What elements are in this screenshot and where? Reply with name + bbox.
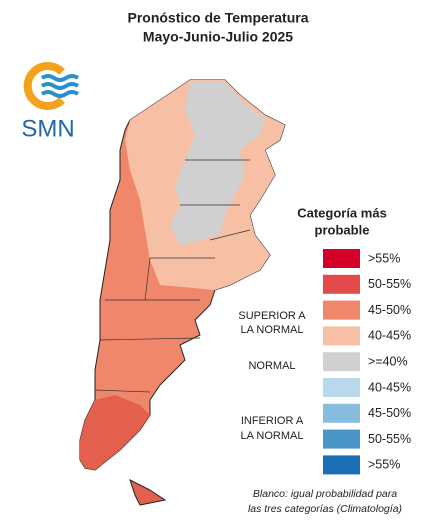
group-label: LA NORMAL <box>241 324 304 336</box>
province-borders <box>94 159 251 393</box>
logo-arc <box>23 62 65 110</box>
legend: >55% 50-55% 45-50% 40-45% >=40% 40-45% 45-50% 5… <box>323 249 411 475</box>
legend-label: >=40% <box>368 354 408 368</box>
group-label: LA NORMAL <box>241 430 304 442</box>
legend-swatch <box>323 326 360 346</box>
legend-label: 45-50% <box>368 303 411 317</box>
group-label: INFERIOR A <box>241 415 304 427</box>
legend-label: >55% <box>368 458 400 472</box>
region-red <box>80 395 150 470</box>
legend-label: 50-55% <box>368 432 411 446</box>
legend-label: 40-45% <box>368 380 411 394</box>
legend-title: probable <box>315 222 370 237</box>
legend-swatch <box>323 429 360 449</box>
legend-swatch <box>323 249 360 268</box>
map <box>79 79 286 506</box>
legend-swatch <box>323 455 360 475</box>
legend-title: Categoría más <box>297 205 387 220</box>
logo: SMN <box>21 62 80 142</box>
legend-label: >55% <box>368 251 400 265</box>
footnote: las tres categorías (Climatología) <box>248 503 402 515</box>
legend-swatch <box>323 378 360 397</box>
tierra-del-fuego <box>129 479 167 506</box>
footnote: Blanco: igual probabilidad para <box>253 488 397 500</box>
subtitle: Mayo-Junio-Julio 2025 <box>143 29 293 45</box>
legend-swatch <box>323 403 360 423</box>
logo-waves <box>40 74 80 98</box>
region-grey <box>170 82 265 245</box>
group-label: NORMAL <box>248 360 295 372</box>
legend-label: 40-45% <box>368 329 411 343</box>
legend-swatch <box>323 274 360 294</box>
logo-text: SMN <box>21 115 74 142</box>
legend-swatch <box>323 352 360 372</box>
legend-label: 50-55% <box>368 277 411 291</box>
legend-label: 45-50% <box>368 406 411 420</box>
legend-swatch <box>323 300 360 320</box>
title: Pronóstico de Temperatura <box>127 10 308 26</box>
group-label: SUPERIOR A <box>238 310 306 322</box>
